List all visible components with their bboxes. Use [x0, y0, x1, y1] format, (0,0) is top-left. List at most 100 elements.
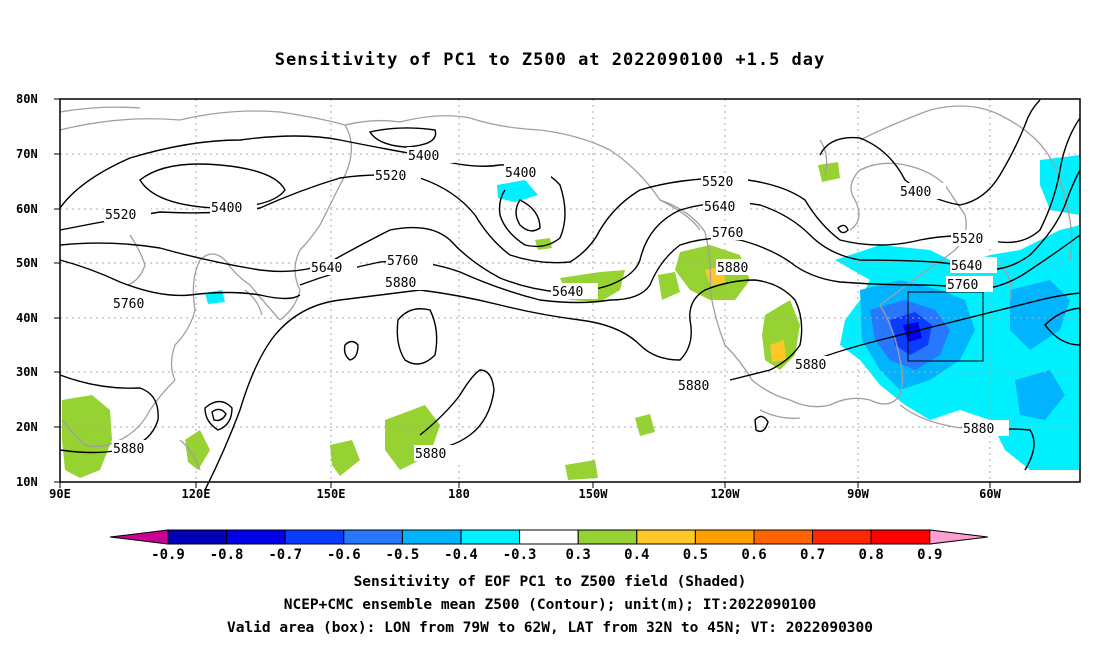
colorbar-swatch: [870, 529, 931, 545]
colorbar-label: 0.3: [566, 547, 591, 563]
contour-5880: [204, 279, 803, 491]
map-frame: [59, 98, 1081, 483]
contour-label: 5760: [387, 254, 418, 269]
contour-5880: [204, 400, 233, 431]
colorbar-label: -0.7: [268, 547, 302, 563]
lon-label: 120E: [182, 487, 211, 501]
contour-5880: [211, 408, 227, 422]
footer-line-1: Sensitivity of EOF PC1 to Z500 field (Sh…: [353, 574, 747, 590]
contour-5400: [368, 127, 437, 148]
contour-label: 5880: [795, 358, 826, 373]
lat-label: 50N: [16, 256, 38, 270]
contour-label: 5520: [375, 169, 406, 184]
contour-label: 5520: [952, 232, 983, 247]
contour-5400: [515, 199, 541, 232]
contour-label: 5880: [385, 276, 416, 291]
colorbar-swatch: [167, 529, 228, 545]
shade-patch-lightblue: [1010, 280, 1070, 350]
colorbar-swatch: [577, 529, 638, 545]
lon-label: 60W: [979, 487, 1001, 501]
contour-label: 5880: [678, 379, 709, 394]
contour-label: 5400: [408, 149, 439, 164]
colorbar-label: 0.8: [859, 547, 884, 563]
contour-label: 5640: [552, 285, 583, 300]
contour-label: 5760: [947, 278, 978, 293]
footer-line-3: Valid area (box): LON from 79W to 62W, L…: [226, 620, 873, 636]
lat-labels: 80N 70N 60N 50N 40N 30N 20N 10N: [16, 92, 38, 489]
graticule: [60, 99, 1080, 482]
contour-label: 5760: [113, 297, 144, 312]
colorbar-label: 0.5: [683, 547, 708, 563]
lat-label: 60N: [16, 202, 38, 216]
shade-patch-green: [565, 460, 598, 480]
colorbar-label: 0.4: [624, 547, 649, 563]
contour-label: 5880: [415, 447, 446, 462]
colorbar-label: -0.3: [503, 547, 537, 563]
lon-label: 120W: [711, 487, 741, 501]
lat-label: 20N: [16, 420, 38, 434]
colorbar-arrow-right: [929, 529, 988, 545]
colorbar-swatch: [753, 529, 814, 545]
colorbar-swatch: [226, 529, 286, 545]
contour-label: 5400: [211, 201, 242, 216]
contour-label: 5520: [702, 175, 733, 190]
contour-label: 5760: [712, 226, 743, 241]
contour-label: 5880: [963, 422, 994, 437]
contour-5760: [59, 259, 301, 300]
contour-label: 5640: [951, 259, 982, 274]
lon-labels: 90E 120E 150E 180 150W 120W 90W 60W: [49, 487, 1001, 501]
shade-patch-cyan: [1040, 155, 1080, 215]
shade-patch-green: [658, 272, 680, 300]
map-title: Sensitivity of PC1 to Z500 at 2022090100…: [274, 50, 826, 70]
colorbar-swatch: [636, 529, 696, 545]
contour-5400: [819, 99, 1041, 206]
lat-label: 40N: [16, 311, 38, 325]
colorbar-label: 0.9: [917, 547, 942, 563]
shade-patch-green: [330, 440, 360, 476]
lon-label: 90W: [847, 487, 869, 501]
colorbar-label: -0.9: [151, 547, 185, 563]
colorbar-swatch: [343, 529, 403, 545]
coastlines: [59, 105, 1073, 471]
shade-patch-green: [635, 414, 655, 436]
colorbar-swatch: [284, 529, 345, 545]
contour-5400: [139, 163, 286, 209]
colorbar-label: -0.4: [444, 547, 478, 563]
colorbar-label: 0.6: [741, 547, 766, 563]
colorbar-label: -0.8: [210, 547, 244, 563]
shade-patch-cyan: [497, 180, 538, 202]
colorbar-swatch: [401, 529, 462, 545]
shade-patch-yellow: [770, 340, 786, 362]
contour-label: 5880: [113, 442, 144, 457]
contour-5880: [343, 340, 359, 361]
lat-label: 70N: [16, 147, 38, 161]
shade-patch-green: [185, 430, 210, 470]
colorbar-label: -0.6: [327, 547, 361, 563]
contour-5880: [754, 415, 769, 433]
colorbar-swatch: [812, 529, 872, 545]
contour-5400: [59, 135, 566, 248]
contour-label: 5520: [105, 208, 136, 223]
colorbar-arrow-left: [109, 529, 169, 545]
colorbar-swatch: [519, 529, 579, 545]
lon-label: 180: [448, 487, 470, 501]
valid-area-box: [907, 291, 984, 362]
lon-label: 90E: [49, 487, 71, 501]
contour-5880: [419, 369, 495, 451]
contour-5400: [837, 224, 849, 234]
contour-label: 5640: [704, 200, 735, 215]
contour-labels: 5400 5400 5400 5400 5520 5520 5520 5520 …: [104, 147, 1009, 462]
shade-patch-lightblue: [1015, 370, 1065, 420]
contour-5880: [59, 374, 159, 454]
lon-label: 150E: [317, 487, 346, 501]
lat-label: 80N: [16, 92, 38, 106]
contour-5880: [396, 308, 438, 365]
shade-patch-green: [818, 162, 840, 182]
contour-label: 5640: [311, 261, 342, 276]
lon-label: 150W: [579, 487, 609, 501]
shade-patch-green: [62, 395, 112, 478]
tick-marks: [54, 98, 991, 488]
colorbar: -0.9 -0.8 -0.7 -0.6 -0.5 -0.4 -0.3 0.3 0.4 0.5 0.6…: [109, 529, 988, 563]
colorbar-label: -0.5: [386, 547, 420, 563]
